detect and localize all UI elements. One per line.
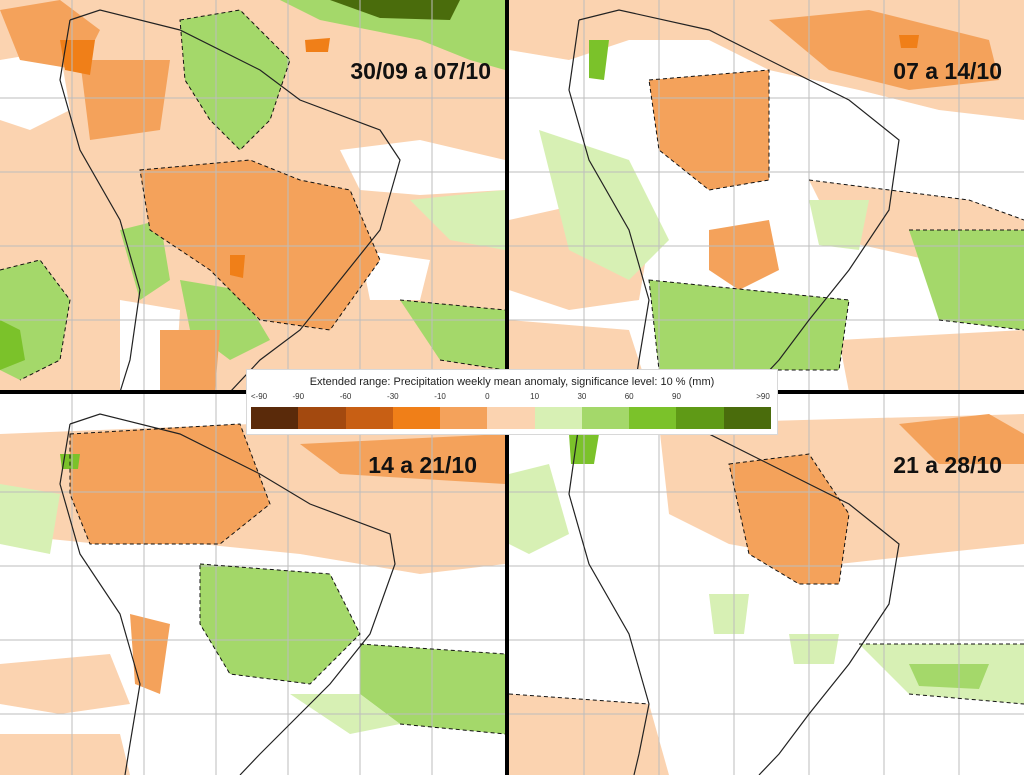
legend-tick-label: -10 [434, 392, 446, 401]
legend-swatch [581, 407, 630, 429]
legend-tick-labels: <-90 -90 -60 -30 -10 0 10 30 60 90 >90 [251, 392, 771, 402]
map-panel-week-4: 21 a 28/10 [509, 394, 1024, 775]
legend-tick-label: 10 [530, 392, 540, 401]
period-label-week-1: 30/09 a 07/10 [350, 58, 491, 84]
legend-tick-label: <-90 [250, 392, 268, 401]
legend-tick-label: 30 [577, 392, 587, 401]
legend-tick-label: -90 [292, 392, 305, 401]
anomaly-map-3 [0, 394, 505, 775]
legend-tick-label: 60 [624, 392, 634, 401]
legend-tick-label: -60 [339, 392, 352, 401]
legend-swatch [440, 407, 488, 429]
legend-swatch [723, 407, 771, 429]
period-label-week-4: 21 a 28/10 [893, 452, 1002, 478]
legend-swatch [629, 407, 677, 429]
legend-swatch [345, 407, 393, 429]
anomaly-map-1 [0, 0, 505, 392]
anomaly-map-4 [509, 394, 1024, 775]
legend-tick-label: 0 [485, 392, 490, 401]
legend-swatch [676, 407, 724, 429]
map-panel-week-2: 07 a 14/10 [509, 0, 1024, 392]
period-label-week-2: 07 a 14/10 [893, 58, 1002, 84]
anomaly-map-2 [509, 0, 1024, 392]
legend-swatch [534, 407, 582, 429]
legend-title: Extended range: Precipitation weekly mea… [309, 376, 715, 388]
legend-swatch [392, 407, 441, 429]
legend-tick-label: >90 [756, 392, 770, 401]
period-label-week-3: 14 a 21/10 [368, 452, 477, 478]
legend-tick-label: 90 [672, 392, 681, 401]
legend-color-bar [251, 407, 771, 429]
legend-swatch [298, 407, 346, 429]
legend-tick-label: -30 [387, 392, 399, 401]
map-panel-week-3: 14 a 21/10 [0, 394, 505, 775]
colorbar-legend: Extended range: Precipitation weekly mea… [246, 369, 778, 435]
legend-swatch [487, 407, 535, 429]
legend-swatch [251, 407, 299, 429]
map-panel-week-1: 30/09 a 07/10 [0, 0, 505, 392]
